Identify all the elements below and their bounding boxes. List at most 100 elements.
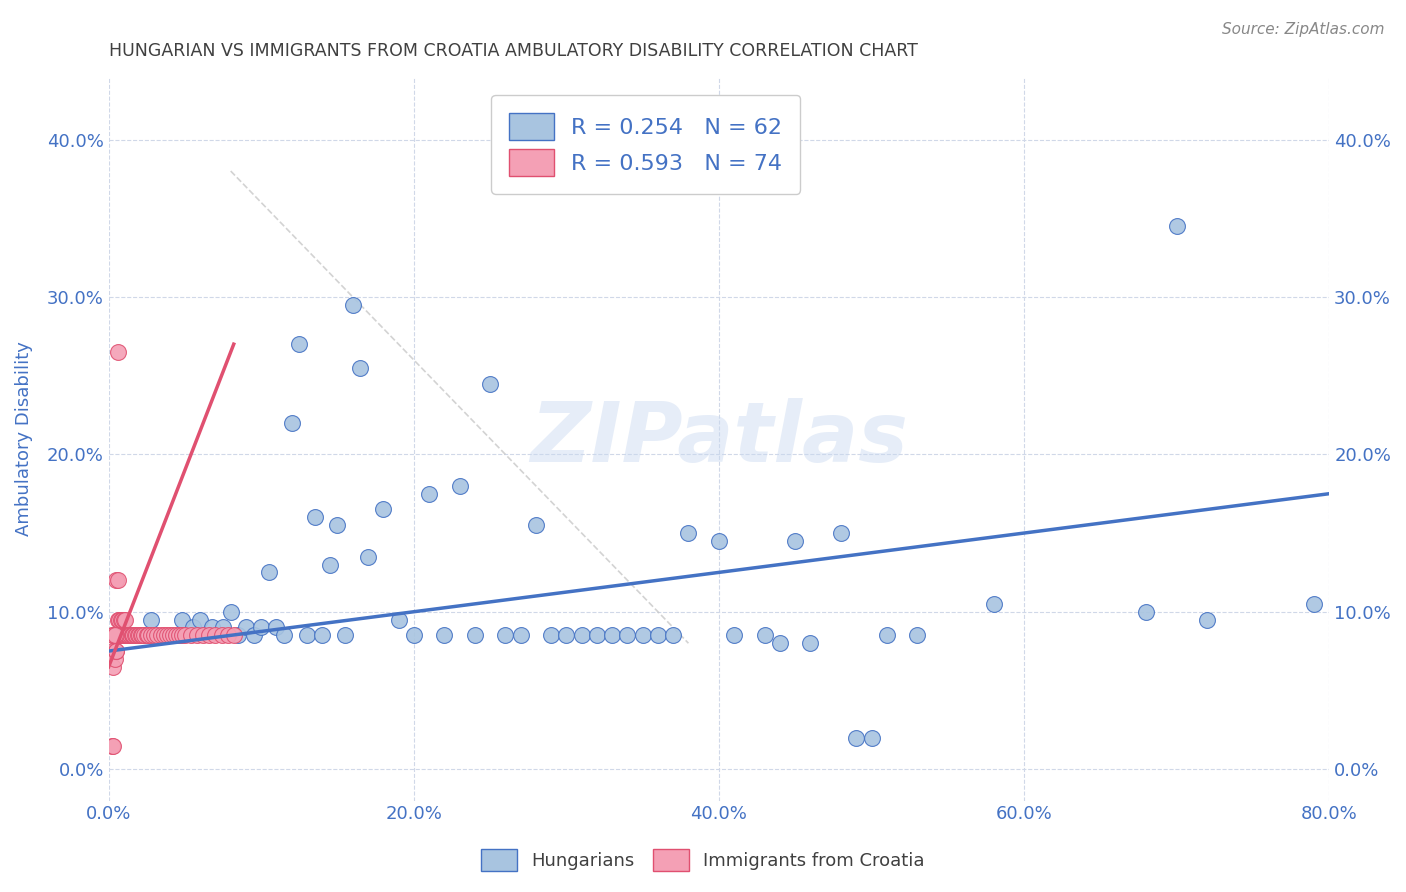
Point — [135, 628, 157, 642]
Point — [110, 628, 132, 642]
Point — [1197, 613, 1219, 627]
Point — [107, 628, 129, 642]
Point — [509, 628, 531, 642]
Point — [662, 628, 685, 642]
Point — [983, 597, 1005, 611]
Point — [845, 731, 868, 745]
Point — [204, 628, 226, 642]
Point — [785, 533, 807, 548]
Point — [122, 628, 145, 642]
Point — [433, 628, 456, 642]
Point — [754, 628, 776, 642]
Point — [333, 628, 356, 642]
Point — [319, 558, 342, 572]
Text: ZIPatlas: ZIPatlas — [530, 398, 908, 479]
Point — [122, 628, 145, 642]
Point — [165, 628, 187, 642]
Point — [304, 510, 326, 524]
Point — [242, 628, 264, 642]
Point — [571, 628, 593, 642]
Point — [250, 620, 273, 634]
Point — [108, 613, 131, 627]
Point — [117, 628, 139, 642]
Point — [180, 628, 202, 642]
Point — [707, 533, 730, 548]
Point — [616, 628, 638, 642]
Point — [228, 628, 250, 642]
Point — [723, 628, 745, 642]
Point — [373, 502, 395, 516]
Point — [108, 628, 131, 642]
Point — [555, 628, 578, 642]
Point — [111, 628, 134, 642]
Point — [217, 628, 239, 642]
Point — [280, 416, 302, 430]
Point — [125, 628, 148, 642]
Point — [479, 376, 502, 391]
Point — [111, 628, 134, 642]
Point — [170, 613, 193, 627]
Point — [524, 518, 547, 533]
Point — [174, 628, 197, 642]
Y-axis label: Ambulatory Disability: Ambulatory Disability — [15, 341, 32, 536]
Point — [149, 628, 172, 642]
Point — [1303, 597, 1326, 611]
Point — [181, 620, 204, 634]
Point — [107, 628, 129, 642]
Point — [111, 613, 134, 627]
Point — [159, 628, 181, 642]
Point — [464, 628, 486, 642]
Point — [115, 628, 138, 642]
Point — [110, 628, 132, 642]
Point — [449, 479, 471, 493]
Point — [114, 628, 136, 642]
Point — [114, 613, 136, 627]
Point — [418, 486, 440, 500]
Point — [1135, 605, 1157, 619]
Point — [295, 628, 318, 642]
Point — [132, 628, 155, 642]
Point — [631, 628, 654, 642]
Point — [201, 620, 224, 634]
Point — [100, 739, 122, 753]
Point — [266, 620, 288, 634]
Point — [141, 613, 163, 627]
Point — [141, 628, 163, 642]
Point — [105, 628, 128, 642]
Point — [103, 739, 125, 753]
Point — [107, 574, 129, 588]
Text: HUNGARIAN VS IMMIGRANTS FROM CROATIA AMBULATORY DISABILITY CORRELATION CHART: HUNGARIAN VS IMMIGRANTS FROM CROATIA AMB… — [108, 42, 918, 60]
Point — [118, 628, 141, 642]
Point — [105, 644, 128, 658]
Point — [235, 620, 257, 634]
Point — [342, 298, 364, 312]
Point — [108, 628, 131, 642]
Point — [110, 613, 132, 627]
Point — [257, 566, 280, 580]
Point — [860, 731, 883, 745]
Point — [121, 628, 143, 642]
Text: Source: ZipAtlas.com: Source: ZipAtlas.com — [1222, 22, 1385, 37]
Point — [876, 628, 898, 642]
Point — [905, 628, 928, 642]
Point — [357, 549, 380, 564]
Point — [115, 628, 138, 642]
Point — [387, 613, 409, 627]
Point — [1166, 219, 1188, 233]
Point — [121, 628, 143, 642]
Point — [167, 628, 190, 642]
Point — [540, 628, 562, 642]
Point — [600, 628, 623, 642]
Point — [162, 628, 184, 642]
Point — [131, 628, 153, 642]
Point — [311, 628, 333, 642]
Point — [349, 360, 371, 375]
Point — [288, 337, 311, 351]
Point — [124, 628, 146, 642]
Point — [769, 636, 792, 650]
Point — [105, 628, 128, 642]
Point — [830, 526, 852, 541]
Point — [188, 613, 211, 627]
Point — [127, 628, 149, 642]
Point — [678, 526, 700, 541]
